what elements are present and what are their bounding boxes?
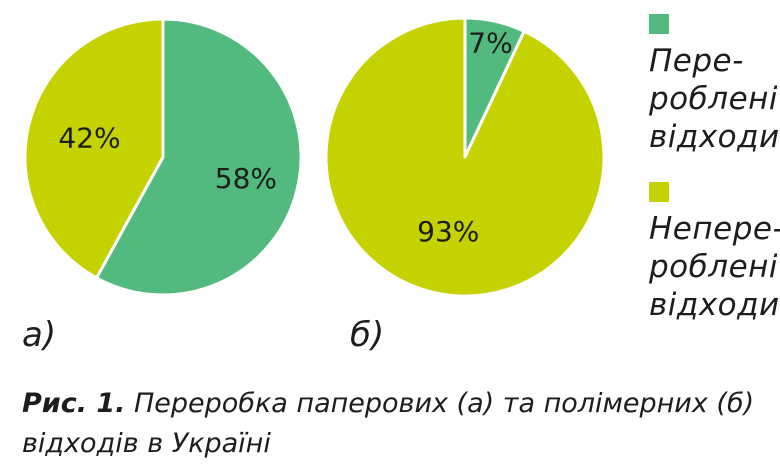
- pie-b-data-label-0: 7%: [468, 27, 512, 60]
- legend-item-not-recycled: Непере- роблені відходи: [649, 182, 780, 324]
- legend-label-recycled: Пере- роблені відходи: [649, 43, 780, 155]
- pie-a-data-label-0: 58%: [215, 162, 277, 195]
- pie-a-label: а): [22, 315, 57, 355]
- figure-caption-label: Рис. 1.: [22, 388, 126, 419]
- pie-b-data-label-1: 93%: [417, 215, 479, 248]
- pie-chart-a: 58% 42%: [23, 17, 303, 297]
- pie-a-data-label-1: 42%: [58, 122, 120, 155]
- legend-label-not-recycled: Непере- роблені відходи: [649, 211, 780, 323]
- figure-caption-text: Переробка паперових (а) та полімерних (б…: [22, 388, 755, 459]
- figure-caption: Рис. 1. Переробка паперових (а) та полім…: [22, 384, 762, 464]
- legend-item-recycled: Пере- роблені відходи: [649, 14, 779, 156]
- pie-b-label: б): [350, 315, 385, 355]
- pie-a-slice-1: [23, 17, 165, 280]
- pie-b-slice-1: [324, 16, 606, 298]
- pie-a-slice-0: [95, 17, 303, 297]
- legend-swatch-not-recycled: [649, 182, 669, 202]
- legend-swatch-recycled: [649, 14, 669, 34]
- pie-chart-b: 7% 93%: [324, 16, 606, 298]
